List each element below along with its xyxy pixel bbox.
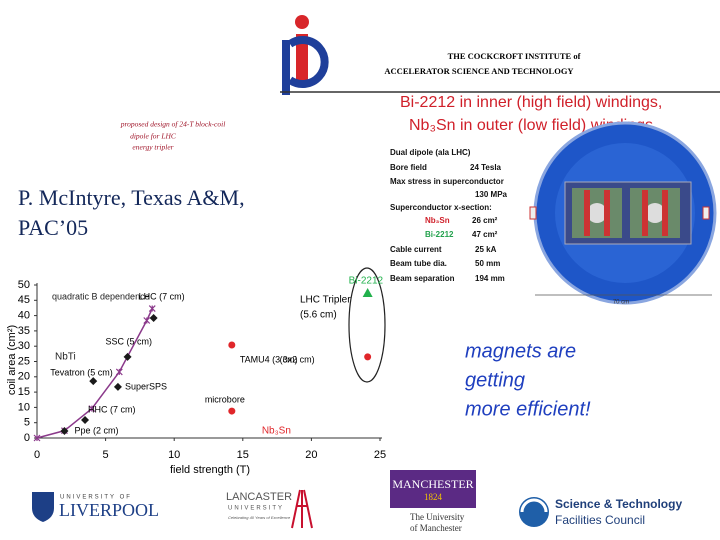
x-tick-label: 0 [34, 449, 40, 461]
logo-text: UNIVERSITY [228, 506, 284, 512]
spec-label: Max stress in superconductor [390, 177, 504, 186]
org-line: ACCELERATOR SCIENCE AND TECHNOLOGY [384, 66, 573, 76]
chart: field strength (T) coil area (cm²) 0 5 10 1… [6, 267, 386, 476]
y-tick-label: 35 [18, 325, 30, 337]
spec-value: 25 kA [475, 245, 497, 254]
y-tick-label: 45 [18, 294, 30, 306]
spec-value: 47 cm² [472, 230, 498, 239]
stfc-logo: Science & Technology Facilities Council [519, 497, 682, 527]
y-tick-label: 0 [24, 432, 30, 444]
caption: energy tripler [132, 143, 173, 152]
point-label: TAMU4 (3 cm) [240, 354, 298, 364]
logo-text: 1824 [424, 492, 443, 502]
caption: dipole for LHC [130, 132, 177, 141]
spec-value: 130 MPa [475, 190, 508, 199]
magnet-title: Bi-2212 in inner (high field) windings, [400, 94, 662, 111]
tripler-label: LHC Tripler [300, 295, 351, 306]
logo-text: Science & Technology [555, 497, 682, 511]
y-tick-label: 15 [18, 386, 30, 398]
x-tick-label: 10 [168, 449, 180, 461]
logo-text: MANCHESTER [392, 477, 473, 491]
x-tick-label: 20 [305, 449, 317, 461]
y-axis-title: coil area (cm²) [6, 325, 18, 395]
series-label: quadratic B dependence [52, 291, 150, 301]
x-axis-title: field strength (T) [170, 464, 250, 476]
data-point [81, 415, 90, 424]
point-label: SSC (5 cm) [106, 336, 153, 346]
logo-text: Facilities Council [555, 513, 645, 527]
logo-text: UNIVERSITY OF [60, 495, 132, 501]
dimension-label: 70 cm [613, 300, 629, 306]
spec-label: Dual dipole (ala LHC) [390, 148, 471, 157]
spec-value: 24 Tesla [470, 163, 502, 172]
magnet-drawing [529, 121, 717, 305]
data-point [89, 377, 98, 386]
data-point [123, 352, 132, 361]
logo-text: The University [410, 512, 465, 522]
y-tick-label: 20 [18, 371, 30, 383]
y-tick-label: 10 [18, 401, 30, 413]
data-point [60, 426, 69, 435]
data-point [113, 382, 122, 391]
spec-value: 26 cm² [472, 216, 498, 225]
point-label: (3x2 cm) [280, 354, 315, 364]
spec-value: 194 mm [475, 274, 505, 283]
trend-marker [115, 368, 123, 376]
author: P. McIntyre, Texas A&M, [18, 185, 245, 210]
x-tick-label: 15 [237, 449, 249, 461]
data-point [362, 287, 373, 297]
y-tick-label: 25 [18, 355, 30, 367]
trend-line [36, 308, 153, 439]
y-tick-label: 40 [18, 310, 30, 322]
point-label: Ppe (2 cm) [74, 425, 118, 435]
annotation: getting [465, 369, 525, 391]
point-label: microbore [205, 394, 245, 404]
logo-text: Celebrating 40 Years of Excellence [228, 515, 291, 520]
spec-label: Beam separation [390, 274, 455, 283]
spec-value: 50 mm [475, 259, 500, 268]
logo-text: LIVERPOOL [59, 500, 159, 520]
spec-table: Dual dipole (ala LHC) Bore field 24 Tesl… [390, 148, 508, 283]
org-line: THE COCKCROFT INSTITUTE of [448, 51, 581, 61]
y-tick-label: 50 [18, 279, 30, 291]
spec-label: Cable current [390, 245, 442, 254]
point-label: SuperSPS [125, 381, 167, 391]
annotation: magnets are [465, 340, 576, 362]
point-label: HHC (7 cm) [88, 404, 135, 414]
series-label: NbTi [55, 352, 76, 363]
y-tick-label: 30 [18, 340, 30, 352]
lancaster-logo: LANCASTER UNIVERSITY Celebrating 40 Year… [226, 489, 313, 529]
annotation: more efficient! [465, 398, 591, 420]
y-tick-label: 5 [24, 417, 30, 429]
point-label: LHC (7 cm) [139, 291, 185, 301]
trend-marker [148, 305, 156, 312]
spec-label: Bore field [390, 163, 427, 172]
trend-marker [33, 434, 41, 442]
tripler-label: (5.6 cm) [300, 310, 337, 321]
data-point [228, 407, 236, 415]
spec-label: Superconductor x-section: [390, 203, 492, 212]
trend-marker [88, 405, 96, 413]
manchester-logo: MANCHESTER 1824 The University of Manche… [390, 470, 476, 533]
data-point [228, 341, 236, 349]
series-label: Bi-2212 [349, 276, 384, 287]
data-point [149, 314, 158, 323]
spec-label: Bi-2212 [425, 230, 454, 239]
series-label: Nb₃Sn [262, 426, 291, 437]
trend-marker [143, 317, 151, 324]
x-tick-label: 5 [103, 449, 109, 461]
caption: proposed design of 24-T block-coil [120, 120, 226, 129]
logo-text: LANCASTER [226, 491, 292, 503]
liverpool-logo: UNIVERSITY OF LIVERPOOL [32, 492, 159, 522]
x-tick-label: 25 [374, 449, 386, 461]
author: PAC’05 [18, 215, 88, 240]
spec-label: Nb₃Sn [425, 216, 450, 225]
data-point [364, 353, 372, 361]
point-label: Tevatron (5 cm) [50, 367, 113, 377]
spec-label: Beam tube dia. [390, 259, 447, 268]
logo-text: of Manchester [410, 523, 462, 533]
tripler-outline [348, 267, 386, 383]
institute-logo [282, 15, 329, 95]
